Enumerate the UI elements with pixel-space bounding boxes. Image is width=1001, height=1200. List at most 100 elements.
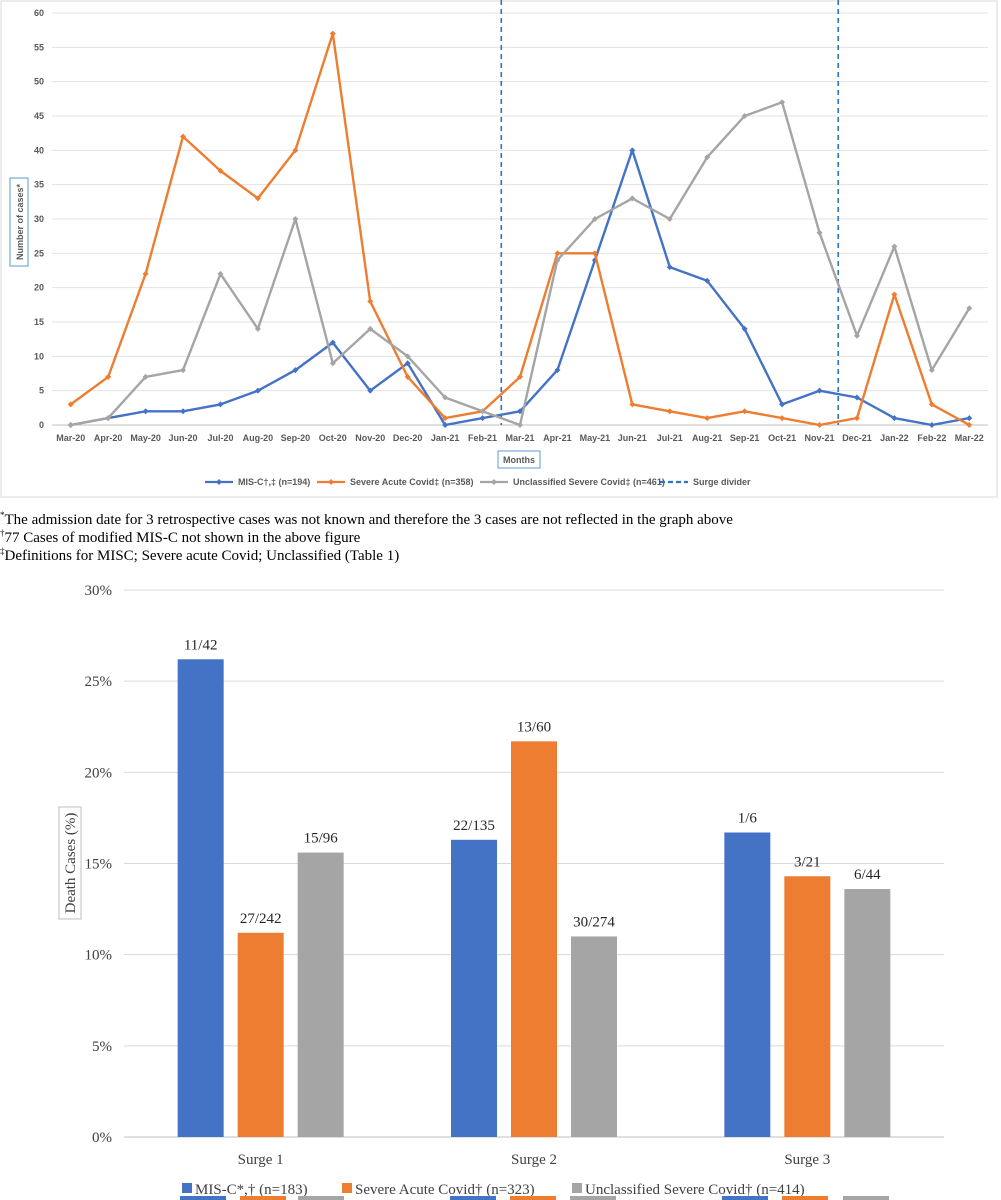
data-point bbox=[142, 408, 149, 415]
x-tick-label: Jan-22 bbox=[880, 433, 909, 443]
data-point bbox=[367, 387, 374, 394]
data-point bbox=[105, 373, 112, 380]
bar bbox=[784, 876, 831, 1137]
y-tick-label: 10 bbox=[34, 351, 44, 361]
data-point bbox=[217, 401, 224, 408]
x-axis-title-box bbox=[497, 450, 541, 469]
line-chart: 0 5 10 15 20 25 30 35 40 45 50 55 60 Mar-20 Apr-20 May-… bbox=[0, 0, 998, 498]
footnote: *The admission date for 3 retrospective … bbox=[0, 511, 1001, 529]
x-tick-label: Dec-20 bbox=[393, 433, 423, 443]
data-point bbox=[517, 373, 523, 380]
chart-border bbox=[0, 0, 998, 498]
legend-label: Severe Acute Covid† (n=323) bbox=[355, 1182, 535, 1198]
data-point bbox=[928, 367, 935, 374]
bar bbox=[177, 659, 224, 1137]
footnotes: *The admission date for 3 retrospective … bbox=[0, 511, 1001, 565]
footnote-mark: * bbox=[0, 510, 5, 520]
legend-marker bbox=[328, 479, 334, 485]
data-point bbox=[329, 30, 336, 37]
x-tick-label: Oct-21 bbox=[768, 433, 796, 443]
data-point bbox=[629, 401, 636, 408]
data-point bbox=[292, 216, 299, 222]
data-point bbox=[629, 195, 636, 202]
data-point bbox=[741, 113, 748, 119]
x-tick-label: Jun-21 bbox=[618, 433, 647, 443]
x-tick-label: Feb-22 bbox=[917, 433, 946, 443]
x-tick-label: Sep-21 bbox=[730, 433, 760, 443]
x-axis-title: Months bbox=[503, 455, 535, 465]
legend-swatch bbox=[572, 1183, 582, 1193]
bar bbox=[237, 932, 284, 1137]
y-tick-label: 40 bbox=[34, 145, 44, 155]
y-tick-label: 25% bbox=[85, 674, 113, 690]
data-label: 13/60 bbox=[517, 719, 551, 735]
data-point bbox=[779, 99, 786, 106]
data-point bbox=[367, 298, 374, 305]
x-tick-label: Jul-21 bbox=[657, 433, 683, 443]
data-point bbox=[254, 325, 261, 332]
data-point bbox=[816, 387, 823, 394]
x-tick-label: Surge 2 bbox=[511, 1152, 557, 1168]
x-tick-label: Sep-20 bbox=[281, 433, 311, 443]
bar bbox=[844, 889, 891, 1137]
x-tick-label: Mar-20 bbox=[56, 433, 85, 443]
x-tick-label: Nov-21 bbox=[805, 433, 835, 443]
footnote-mark: ‡ bbox=[0, 546, 5, 556]
legend-marker bbox=[491, 479, 497, 485]
data-point bbox=[479, 415, 486, 422]
data-point bbox=[554, 250, 561, 257]
data-label: 27/242 bbox=[240, 911, 282, 927]
footnote-text: The admission date for 3 retrospective c… bbox=[4, 512, 733, 528]
y-axis-title-box bbox=[58, 806, 82, 920]
x-tick-label: May-21 bbox=[580, 433, 611, 443]
data-point bbox=[928, 401, 935, 408]
x-tick-label: Feb-21 bbox=[468, 433, 497, 443]
data-point bbox=[704, 415, 711, 422]
data-point bbox=[479, 408, 486, 415]
data-point bbox=[741, 325, 748, 332]
bar-bottom-edge bbox=[510, 1196, 556, 1200]
x-tick-label: Jan-21 bbox=[431, 433, 460, 443]
y-tick-label: 55 bbox=[34, 42, 44, 52]
y-tick-label: 60 bbox=[34, 8, 44, 18]
data-point bbox=[254, 387, 261, 394]
footnote: ‡Definitions for MISC; Severe acute Covi… bbox=[0, 547, 1001, 565]
data-point bbox=[180, 408, 187, 415]
data-label: 6/44 bbox=[854, 867, 881, 883]
data-point bbox=[666, 408, 673, 415]
y-tick-label: 45 bbox=[34, 111, 44, 121]
data-point bbox=[329, 360, 336, 367]
data-point bbox=[966, 305, 973, 312]
data-point bbox=[816, 229, 823, 236]
footnote: †77 Cases of modified MIS-C not shown in… bbox=[0, 529, 1001, 547]
legend-label: Severe Acute Covid‡ (n=358) bbox=[350, 477, 473, 487]
y-tick-label: 10% bbox=[85, 948, 113, 964]
x-tick-label: Aug-20 bbox=[243, 433, 274, 443]
bar bbox=[724, 832, 771, 1137]
data-point bbox=[404, 360, 411, 367]
y-axis-title-box bbox=[9, 177, 29, 267]
y-tick-label: 30% bbox=[85, 583, 113, 599]
bar-chart: 0% 5% 10% 15% 20% 25% 30% Surge 1 11/42 27/242 15/… bbox=[58, 583, 944, 1200]
x-tick-label: Dec-21 bbox=[842, 433, 872, 443]
y-tick-label: 15% bbox=[85, 857, 113, 873]
y-tick-label: 0% bbox=[92, 1130, 112, 1146]
data-label: 11/42 bbox=[184, 637, 218, 653]
legend-swatch bbox=[182, 1183, 192, 1193]
bar-bottom-edge bbox=[240, 1196, 286, 1200]
data-point bbox=[442, 415, 449, 422]
y-tick-label: 20 bbox=[34, 283, 44, 293]
data-point bbox=[629, 147, 636, 154]
data-point bbox=[442, 422, 449, 428]
y-tick-label: 20% bbox=[85, 765, 113, 781]
bar-bottom-edge bbox=[570, 1196, 616, 1200]
y-tick-label: 50 bbox=[34, 77, 44, 87]
line-chart-panel: 0 5 10 15 20 25 30 35 40 45 50 55 60 Mar-20 Apr-20 May-… bbox=[0, 0, 1001, 500]
data-label: 3/21 bbox=[794, 854, 821, 870]
bar bbox=[451, 839, 497, 1137]
data-point bbox=[180, 367, 187, 374]
data-point bbox=[517, 408, 523, 415]
x-tick-label: May-20 bbox=[130, 433, 161, 443]
data-point bbox=[442, 394, 449, 401]
y-axis-title: Death Cases (%) bbox=[58, 806, 82, 920]
